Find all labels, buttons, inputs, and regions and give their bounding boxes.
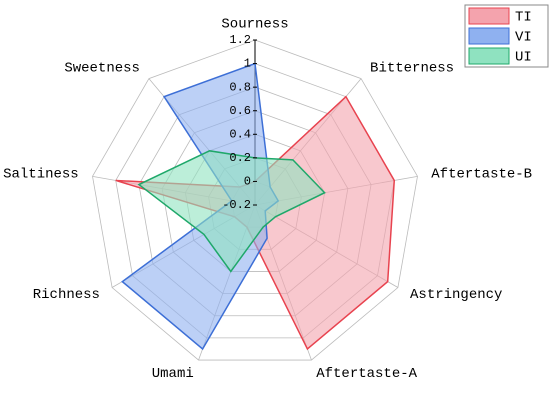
- category-label: Aftertaste-B: [431, 167, 532, 183]
- r-tick-label: 0.4: [229, 127, 251, 141]
- legend-label: VI: [515, 30, 532, 46]
- category-label: Sweetness: [64, 61, 140, 77]
- grid-ring: [92, 39, 418, 361]
- r-tick-label: 0.8: [229, 80, 251, 94]
- legend-swatch: [468, 7, 510, 25]
- category-label: Astringency: [410, 287, 502, 303]
- legend-swatch: [468, 47, 510, 65]
- category-label: Umami: [152, 366, 194, 382]
- r-tick-label: 0: [244, 175, 251, 189]
- r-tick-label: 0.6: [229, 104, 251, 118]
- r-tick-label: 1.2: [229, 33, 251, 47]
- category-label: Aftertaste-A: [316, 366, 417, 382]
- category-label: Richness: [33, 287, 100, 303]
- legend-label: TI: [515, 10, 532, 26]
- category-label: Sourness: [221, 17, 288, 33]
- legend-swatch: [468, 27, 510, 45]
- r-tick-label: 1: [244, 57, 251, 71]
- r-tick-label: 0.2: [229, 151, 251, 165]
- legend-label: UI: [515, 50, 532, 66]
- category-label: Bitterness: [370, 61, 454, 77]
- series-area: [137, 150, 326, 273]
- r-tick-label: -0.2: [222, 198, 251, 212]
- category-label: Saltiness: [3, 167, 79, 183]
